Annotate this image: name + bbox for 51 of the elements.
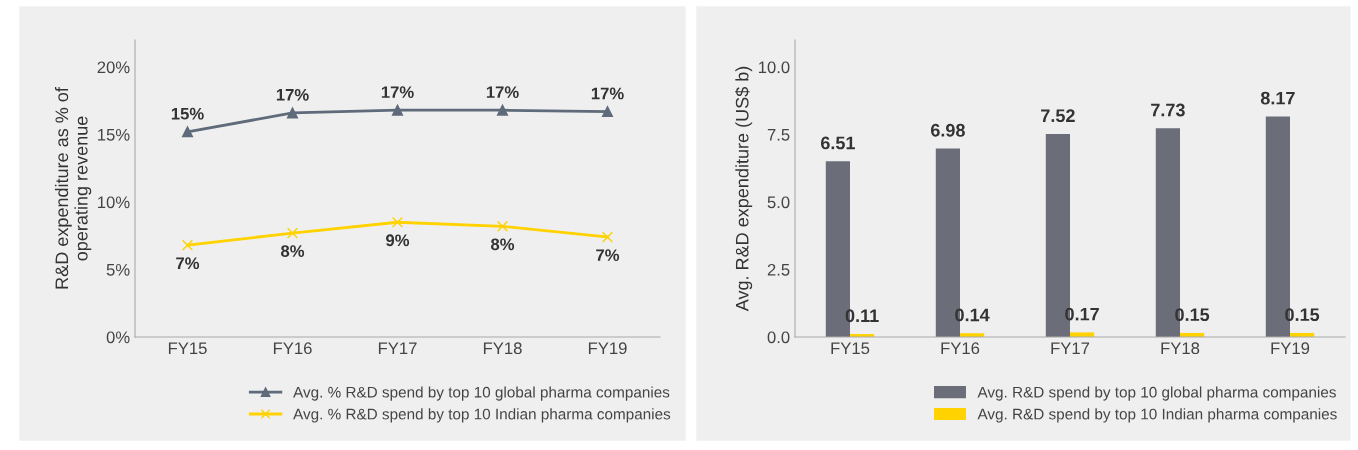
point [391, 104, 404, 116]
y-tick-label: 0% [106, 331, 130, 344]
y-tick-label: 5.0 [767, 196, 790, 209]
y-axis-title: Avg. R&D expenditure (US$ b) [735, 66, 753, 312]
data-label: 17% [276, 88, 309, 101]
y-tick-label: 10.0 [758, 61, 790, 74]
point [496, 104, 509, 116]
x-tick-label: FY17 [1051, 342, 1090, 354]
legend-label: Avg. % R&D spend by top 10 Indian pharma companies [293, 408, 671, 423]
x-tick-label: FY16 [273, 342, 312, 355]
x-tick-label: FY15 [168, 342, 207, 355]
data-label: 15% [171, 107, 204, 120]
y-tick-label: 20% [97, 61, 130, 74]
y-tick-label: 0.0 [767, 331, 790, 344]
data-label: 9% [386, 234, 410, 247]
point [286, 227, 299, 239]
data-label: 7.52 [1041, 109, 1075, 123]
x-tick-label: FY18 [1161, 342, 1200, 355]
point [181, 126, 194, 138]
x-tick-label: FY16 [941, 342, 980, 355]
data-label: 8.17 [1260, 91, 1295, 105]
data-label: 17% [381, 86, 414, 98]
x-tick-label: FY17 [378, 342, 417, 354]
point [391, 216, 404, 228]
y-tick-label: 7.5 [767, 129, 790, 141]
data-label: 6.51 [820, 136, 855, 150]
point [181, 239, 194, 251]
point [286, 107, 299, 119]
data-label: 7% [176, 257, 200, 270]
point [496, 220, 509, 232]
data-label: 8% [490, 238, 515, 251]
point [601, 231, 614, 243]
y-tick-label: 15% [98, 128, 130, 141]
x-tick-label: FY18 [483, 342, 522, 355]
y-tick-label: 10% [98, 196, 130, 209]
data-label: 7% [596, 249, 620, 261]
y-tick-label: 5% [106, 263, 130, 276]
x-tick-label: FY15 [831, 342, 870, 355]
data-label: 17% [591, 87, 624, 100]
data-label: 17% [486, 86, 519, 98]
legend-label: Avg. R&D spend by top 10 global pharma companies [977, 386, 1336, 401]
point [601, 105, 614, 118]
data-label: 7.73 [1151, 103, 1185, 117]
data-label: 8% [280, 245, 305, 257]
data-label: 6.98 [930, 123, 965, 137]
legend-label: Avg. R&D spend by top 10 Indian pharma companies [977, 408, 1337, 423]
legend-label: Avg. % R&D spend by top 10 global pharma companies [293, 386, 670, 401]
x-tick-label: FY19 [1271, 342, 1310, 355]
y-tick-label: 2.5 [767, 263, 790, 276]
y-axis-title: R&D expenditure as % of operating revenue [54, 87, 92, 289]
x-tick-label: FY19 [588, 342, 627, 355]
